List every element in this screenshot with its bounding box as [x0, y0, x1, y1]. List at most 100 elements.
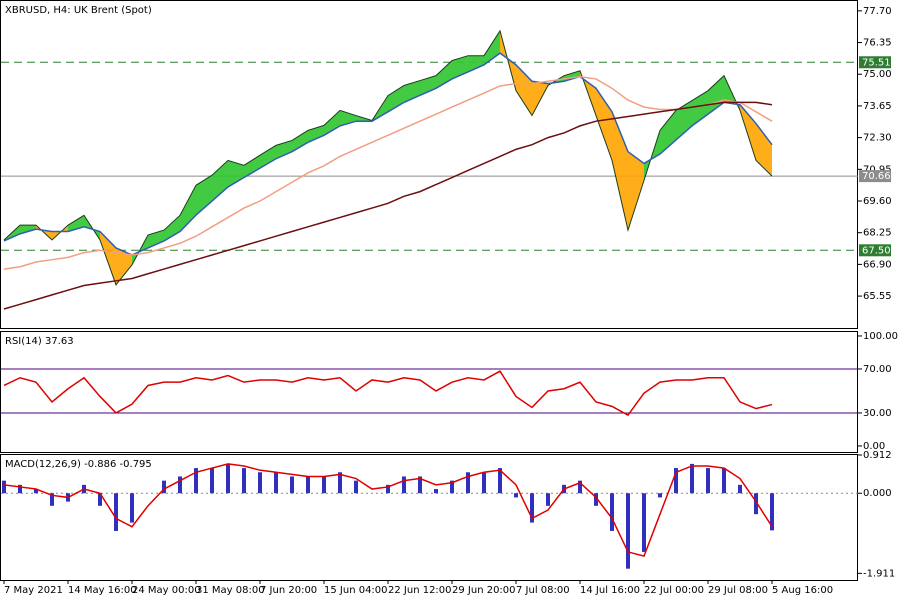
price-panel	[0, 0, 858, 329]
panel-title: RSI(14) 37.63	[5, 336, 74, 347]
histogram-bar	[642, 493, 646, 552]
histogram-bar	[194, 468, 198, 494]
y-tick-label: 68.25	[863, 228, 892, 239]
ribbon	[436, 60, 452, 89]
histogram-bar	[530, 493, 534, 523]
histogram-bar	[226, 463, 230, 494]
level-label-box	[859, 244, 891, 257]
x-tick-label: 7 Jul 08:00	[516, 585, 570, 596]
x-tick-label: 7 May 2021	[4, 585, 63, 596]
level-label: 70.66	[862, 171, 891, 182]
histogram-bar	[514, 493, 518, 498]
ribbon	[388, 85, 404, 112]
ribbon	[260, 145, 276, 169]
x-tick-label: 7 Jun 20:00	[260, 585, 317, 596]
x-tick-label: 14 May 16:00	[68, 585, 137, 596]
histogram-bar	[130, 493, 134, 523]
ribbon	[116, 247, 132, 285]
ribbon	[420, 75, 436, 96]
ribbon	[20, 225, 36, 234]
histogram-bar	[626, 493, 630, 569]
histogram-bar	[34, 489, 38, 494]
panel-title: MACD(12,26,9) -0.886 -0.795	[5, 459, 152, 470]
histogram-bar	[770, 493, 774, 531]
x-tick-label: 5 Aug 16:00	[772, 585, 833, 596]
histogram-bar	[178, 476, 182, 494]
y-tick-label: -1.911	[863, 568, 895, 579]
histogram-bar	[674, 468, 678, 494]
histogram-bar	[610, 493, 614, 531]
ribbon	[308, 125, 324, 143]
histogram-bar	[338, 472, 342, 494]
y-tick-label: 65.55	[863, 291, 892, 302]
histogram-bar	[754, 493, 758, 515]
histogram-bar	[354, 480, 358, 494]
histogram-bar	[242, 468, 246, 494]
x-tick-label: 24 May 00:00	[132, 585, 201, 596]
x-tick-label: 29 Jun 20:00	[452, 585, 516, 596]
x-tick-label: 29 Jul 08:00	[708, 585, 768, 596]
ma-line	[3, 75, 773, 270]
ribbon	[692, 90, 708, 126]
y-tick-label: 75.00	[863, 69, 892, 80]
histogram-bar	[658, 493, 662, 498]
histogram-bar	[722, 468, 726, 494]
histogram-bar	[162, 480, 166, 494]
histogram-bar	[466, 472, 470, 494]
y-tick-label: 70.95	[863, 164, 892, 175]
ribbon	[756, 123, 772, 177]
y-tick-label: 66.90	[863, 259, 892, 270]
histogram-bar	[290, 476, 294, 494]
ribbon	[180, 185, 196, 232]
ribbon	[212, 160, 228, 202]
level-label-box	[859, 56, 891, 69]
y-tick-label: 70.00	[863, 364, 892, 375]
ribbon	[484, 30, 500, 65]
histogram-bar	[386, 484, 390, 494]
y-tick-label: 69.60	[863, 196, 892, 207]
histogram-bar	[2, 480, 6, 494]
ribbon	[676, 100, 692, 140]
histogram-bar	[402, 476, 406, 494]
histogram-bar	[498, 468, 502, 494]
level-label: 75.51	[862, 57, 891, 68]
y-tick-label: 0.00	[863, 441, 885, 452]
level-label: 67.50	[862, 245, 891, 256]
y-tick-label: 0.000	[863, 488, 892, 499]
y-tick-label: 73.65	[863, 101, 892, 112]
level-label-box	[859, 170, 891, 183]
histogram-bar	[546, 493, 550, 506]
ribbon	[628, 151, 644, 231]
histogram-bar	[706, 468, 710, 494]
ribbon	[148, 230, 164, 248]
x-tick-label: 22 Jul 00:00	[644, 585, 704, 596]
signal-line	[3, 463, 773, 558]
histogram-bar	[114, 493, 118, 531]
histogram-bar	[274, 472, 278, 494]
macd-panel	[0, 454, 858, 581]
ma-line	[3, 101, 773, 310]
histogram-bar	[690, 463, 694, 494]
histogram-bar	[306, 476, 310, 494]
y-tick-label: 77.70	[863, 6, 892, 17]
histogram-bar	[258, 472, 262, 494]
histogram-bar	[50, 493, 54, 506]
y-tick-label: 72.30	[863, 133, 892, 144]
ribbon	[228, 160, 244, 187]
histogram-bar	[18, 484, 22, 494]
x-tick-label: 31 May 08:00	[196, 585, 265, 596]
panel-title: XBRUSD, H4: UK Brent (Spot)	[5, 5, 152, 16]
histogram-bar	[482, 472, 486, 494]
histogram-bar	[98, 493, 102, 506]
ribbon	[276, 140, 292, 159]
y-tick-label: 76.35	[863, 38, 892, 49]
y-tick-label: 30.00	[863, 408, 892, 419]
histogram-bar	[450, 480, 454, 494]
y-tick-label: 0.912	[863, 450, 892, 461]
ribbon	[324, 110, 340, 136]
histogram-bar	[738, 484, 742, 494]
histogram-bar	[210, 468, 214, 494]
ribbon	[164, 215, 180, 241]
indicator-line	[3, 370, 773, 417]
